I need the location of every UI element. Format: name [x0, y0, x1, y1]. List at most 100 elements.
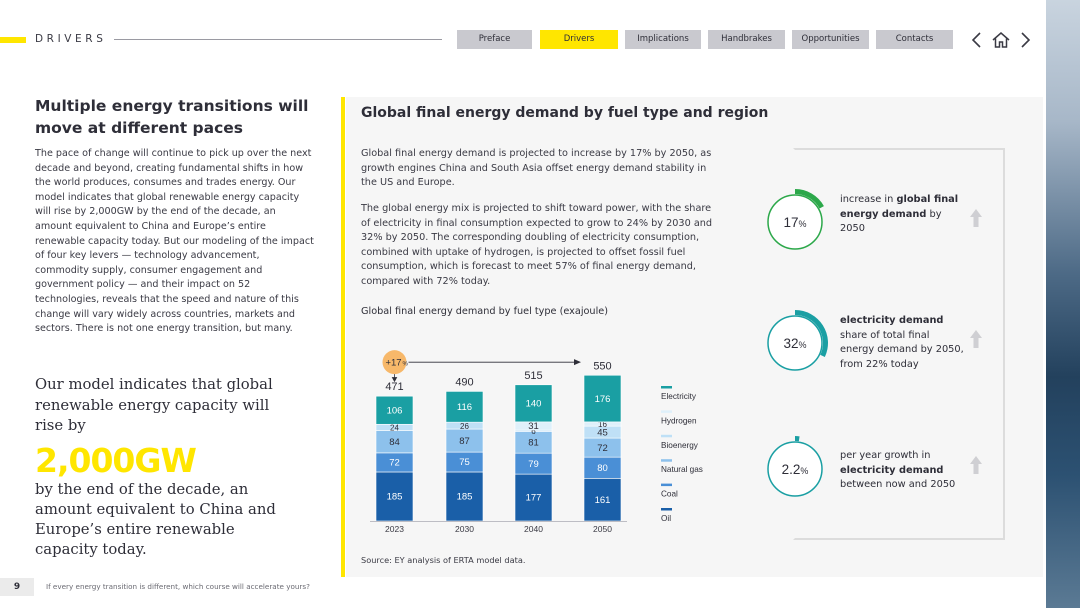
chart-title: Global final energy demand by fuel type … [361, 306, 609, 317]
bar-segment-oil [375, 471, 414, 522]
intro-paragraph: The pace of change will continue to pick… [35, 148, 314, 335]
x-tick-label: 2050 [593, 524, 612, 534]
stat-text-before: per year growth in [840, 450, 931, 461]
header-divider [114, 39, 442, 40]
home-icon[interactable] [991, 30, 1011, 50]
legend-swatch-natural-gas [661, 459, 672, 462]
chevron-right-icon[interactable] [1016, 30, 1034, 50]
stat-text-bold: global final energy demand [840, 194, 959, 220]
stat-circle [767, 315, 823, 371]
stat-text-after: between now and 2050 [840, 479, 956, 490]
tab-contacts[interactable]: Contacts [876, 30, 953, 49]
bar-value-label: 185 [457, 492, 473, 503]
legend-label: Natural gas [661, 465, 703, 474]
bar-value-label: 140 [526, 399, 542, 410]
bar-value-label: 84 [389, 437, 400, 448]
bar-value-label: 185 [387, 492, 403, 503]
page-number: 9 [13, 582, 21, 592]
page-number-box [0, 578, 34, 596]
bar-value-label: 72 [597, 443, 608, 454]
callout-trailing-text: by the end of the decade, an amount equi… [35, 481, 276, 558]
growth-arrow-head [574, 359, 581, 366]
bar-segment-electricity [514, 384, 553, 423]
bar-value-label: 31 [528, 421, 539, 432]
stat-text-bold: electricity demand [840, 464, 944, 476]
bar-segment-oil [514, 473, 553, 522]
stat-text-after: share of total final energy demand by 20… [840, 329, 964, 370]
bar-value-label: 116 [457, 402, 472, 413]
tab-opportunities[interactable]: Opportunities [792, 30, 869, 49]
section-accent-bar [0, 37, 26, 43]
legend-label: Oil [661, 514, 671, 523]
tab-implications[interactable]: Implications [625, 30, 701, 49]
growth-badge [382, 350, 407, 375]
section-label: DRIVERS [35, 33, 107, 45]
bar-value-label: 24 [390, 424, 399, 433]
stat-text-before: increase in [840, 194, 897, 205]
stat-description: increase in global final energy demand b… [840, 193, 965, 237]
tab-preface[interactable]: Preface [457, 30, 532, 49]
legend-label: Bioenergy [661, 441, 699, 450]
growth-badge-value: +17 [385, 358, 401, 369]
stats-frame-gap [791, 178, 795, 433]
growth-down-arrow [391, 377, 398, 383]
stat-description: electricity demand share of total final … [840, 314, 965, 372]
bar-total-label: 490 [455, 376, 473, 388]
trend-up-arrow-icon [969, 329, 983, 355]
background-photo [1046, 0, 1080, 608]
bar-value-label: 6 [531, 427, 536, 436]
callout-lead-text: Our model indicates that global renewabl… [35, 376, 273, 434]
stat-donut: 32% [767, 310, 828, 371]
tab-handbrakes[interactable]: Handbrakes [708, 30, 785, 49]
bar-segment-oil [583, 478, 622, 522]
bar-value-label: 79 [528, 459, 539, 470]
trend-up-arrow-icon [969, 208, 983, 234]
chevron-left-icon[interactable] [968, 30, 986, 50]
stat-text-bold: electricity demand [840, 315, 944, 326]
stat-arc [795, 189, 824, 209]
bar-total-label: 515 [524, 370, 542, 382]
stat-circle [767, 441, 823, 497]
bar-value-label: 26 [460, 422, 469, 431]
stat-value: 17% [783, 215, 806, 230]
bar-segment-electricity [583, 374, 622, 423]
callout-highlight-figure: 2,000GW [35, 441, 197, 480]
x-tick-label: 2040 [524, 524, 543, 534]
legend-swatch-coal [661, 483, 672, 487]
growth-badge-unit: % [403, 362, 409, 368]
panel-accent-bar [341, 97, 345, 577]
panel-paragraph-2: The global energy mix is projected to sh… [361, 203, 713, 287]
stacked-bar-chart: 185 72 84 24 106 471 2023 185 75 87 26 116 490 2030 17… [370, 350, 703, 534]
bar-value-label: 75 [459, 457, 470, 468]
legend-swatch-bioenergy [661, 434, 672, 438]
bar-value-label: 177 [526, 493, 542, 504]
footer-text: If every energy transition is different,… [46, 582, 310, 591]
bar-segment-electricity [375, 395, 414, 425]
panel-title: Global final energy demand by fuel type … [361, 105, 769, 121]
bar-value-label: 80 [597, 463, 608, 474]
stat-text-after: by 2050 [840, 208, 942, 235]
bar-value-label: 72 [389, 458, 400, 469]
legend-swatch-oil [661, 508, 672, 511]
bar-segment-electricity [445, 391, 484, 423]
tab-drivers[interactable]: Drivers [540, 30, 618, 49]
stat-arc [795, 436, 800, 442]
stat-donut: 17% [767, 189, 824, 250]
page-title: Multiple energy transitions will move at… [35, 97, 309, 137]
bar-total-label: 550 [593, 360, 611, 372]
bar-value-label: 176 [595, 394, 611, 405]
legend-swatch-hydrogen [661, 410, 672, 413]
bar-value-label: 45 [597, 427, 608, 438]
legend-swatch-electricity [661, 386, 672, 389]
stat-donut: 2.2% [767, 436, 823, 497]
stat-value: 32% [783, 336, 806, 351]
legend-label: Electricity [661, 392, 697, 401]
bar-total-label: 471 [385, 381, 403, 393]
x-tick-label: 2023 [385, 524, 404, 534]
trend-up-arrow-icon [969, 455, 983, 481]
bar-segment-oil [445, 471, 484, 522]
stat-description: per year growth in electricity demand be… [840, 449, 965, 493]
stat-arc [795, 310, 828, 358]
stat-circle [767, 194, 823, 250]
stat-value: 2.2% [782, 462, 809, 477]
